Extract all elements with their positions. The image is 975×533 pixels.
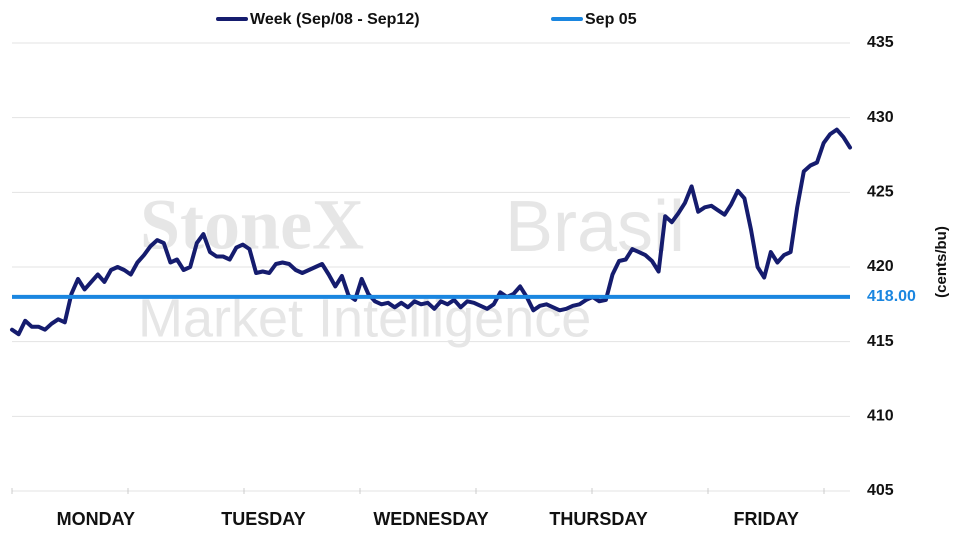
x-tick-label: THURSDAY (549, 509, 647, 529)
legend-label: Week (Sep/08 - Sep12) (250, 11, 420, 28)
y-tick-label: 415 (867, 333, 894, 350)
y-axis-label: (cents/bu) (933, 226, 950, 298)
y-tick-label: 405 (867, 482, 894, 499)
watermark-text: Brasil (505, 187, 685, 267)
y-tick-label: 425 (867, 184, 894, 201)
x-tick-label: FRIDAY (734, 509, 799, 529)
series-line (10, 127, 852, 337)
y-tick-label: 435 (867, 34, 894, 51)
reference-label: 418.00 (867, 288, 916, 305)
x-tick-label: TUESDAY (221, 509, 305, 529)
watermark: StoneX Brasil Market Intelligence (138, 185, 685, 349)
x-tick-label: MONDAY (57, 509, 135, 529)
x-tick-label: WEDNESDAY (373, 509, 488, 529)
legend-label: Sep 05 (585, 11, 637, 28)
y-tick-label: 430 (867, 109, 894, 126)
y-tick-label: 410 (867, 408, 894, 425)
y-tick-label: 420 (867, 258, 894, 275)
